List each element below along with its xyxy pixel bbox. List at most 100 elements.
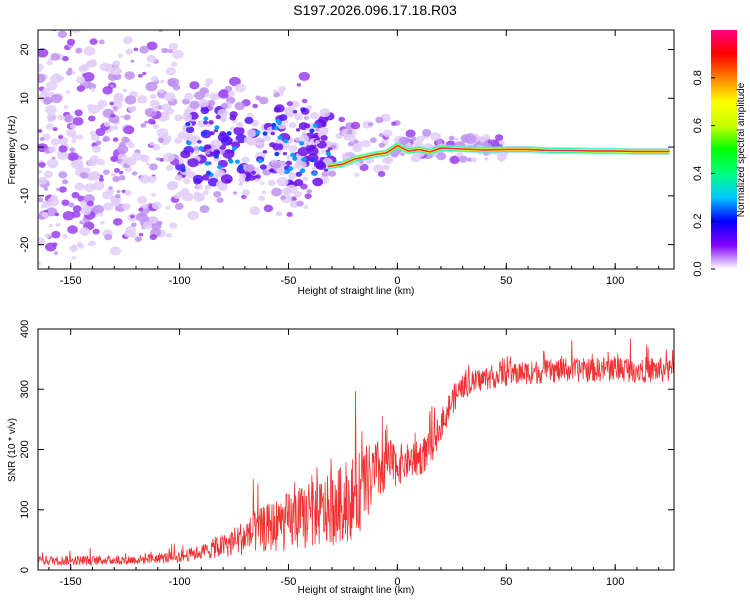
noise-blob <box>187 158 199 168</box>
noise-blob <box>352 144 363 153</box>
noise-blob <box>62 55 69 62</box>
spectrogram-xlabel: Height of straight line (km) <box>298 286 415 297</box>
noise-blob <box>130 214 135 219</box>
noise-blob <box>411 136 417 142</box>
noise-blob <box>484 156 489 161</box>
noise-blob <box>271 187 282 197</box>
noise-blob <box>295 171 303 177</box>
noise-blob <box>102 135 111 142</box>
noise-blob <box>112 137 119 142</box>
noise-blob <box>215 114 221 120</box>
noise-blob <box>116 190 121 194</box>
spectrogram-heatmap <box>38 30 674 269</box>
signal-blob <box>262 131 268 136</box>
noise-blob <box>138 232 144 237</box>
noise-blob <box>276 176 289 187</box>
noise-blob <box>46 158 59 169</box>
noise-blob <box>244 116 254 124</box>
signal-blob <box>228 159 234 164</box>
colorbar: 0.0 0.2 0.4 0.6 0.8 <box>692 30 737 277</box>
noise-blob <box>208 120 214 125</box>
noise-blob <box>218 89 230 99</box>
noise-blob <box>51 230 61 239</box>
signal-blob <box>274 151 280 157</box>
noise-blob <box>350 121 361 130</box>
signal-blob <box>198 146 204 151</box>
noise-blob <box>238 182 244 187</box>
noise-blob <box>46 60 53 66</box>
noise-blob <box>184 92 194 101</box>
noise-blob <box>57 30 68 38</box>
signal-blob <box>325 151 331 157</box>
noise-blob <box>249 206 261 215</box>
noise-blob <box>43 187 49 191</box>
noise-blob <box>273 92 280 98</box>
noise-blob <box>174 114 183 122</box>
colorbar-tick-label: 0.4 <box>692 166 704 181</box>
noise-blob <box>71 210 81 218</box>
noise-blob <box>214 169 226 178</box>
noise-blob <box>80 206 92 216</box>
chart-title: S197.2026.096.17.18.R03 <box>293 2 457 18</box>
colorbar-tick-label: 0.2 <box>692 214 704 229</box>
noise-blob <box>165 232 173 238</box>
noise-blob <box>270 131 275 136</box>
noise-blob <box>152 106 159 112</box>
noise-blob <box>102 86 113 95</box>
noise-blob <box>346 129 353 135</box>
noise-blob <box>69 147 76 153</box>
noise-blob <box>449 155 460 165</box>
y-tick-label: -20 <box>19 237 31 253</box>
noise-blob <box>232 191 238 195</box>
signal-blob <box>234 159 240 164</box>
noise-blob <box>204 82 211 88</box>
noise-blob <box>466 157 473 162</box>
noise-blob <box>56 187 61 192</box>
noise-blob <box>50 93 63 104</box>
noise-blob <box>330 144 337 149</box>
noise-blob <box>146 54 157 63</box>
noise-blob <box>123 125 135 135</box>
noise-blob <box>165 205 171 210</box>
noise-blob <box>361 139 371 148</box>
noise-blob <box>160 79 165 84</box>
noise-blob <box>123 230 134 238</box>
noise-blob <box>320 149 327 155</box>
noise-blob <box>127 106 136 113</box>
noise-blob <box>44 233 51 239</box>
noise-blob <box>71 256 76 260</box>
noise-blob <box>286 101 294 107</box>
noise-blob <box>166 165 174 171</box>
noise-blob <box>304 193 312 200</box>
noise-blob <box>149 163 158 171</box>
noise-blob <box>113 168 121 173</box>
noise-blob <box>226 150 231 154</box>
signal-blob <box>287 166 293 171</box>
noise-blob <box>58 171 68 179</box>
noise-blob <box>74 182 85 191</box>
noise-blob <box>202 190 209 195</box>
noise-blob <box>494 134 504 141</box>
noise-blob <box>197 139 202 144</box>
noise-blob <box>282 151 288 156</box>
noise-blob <box>273 89 278 94</box>
snr-axes: -150 -100 -50 0 50 100 0 100 200 300 400 <box>19 320 674 588</box>
noise-blob <box>53 251 59 255</box>
noise-blob <box>378 142 385 148</box>
snr-line <box>38 338 674 567</box>
noise-blob <box>142 71 147 76</box>
noise-blob <box>318 116 329 124</box>
noise-blob <box>130 59 135 63</box>
noise-blob <box>122 88 128 93</box>
noise-blob <box>112 60 121 67</box>
noise-blob <box>117 53 123 58</box>
noise-blob <box>52 242 58 247</box>
noise-blob <box>194 91 206 100</box>
colorbar-tick-label: 0.6 <box>692 118 704 133</box>
noise-blob <box>294 160 307 170</box>
noise-blob <box>110 113 116 118</box>
noise-blob <box>193 192 205 202</box>
noise-blob <box>123 114 131 121</box>
signal-blob <box>283 138 289 144</box>
noise-blob <box>151 143 161 151</box>
